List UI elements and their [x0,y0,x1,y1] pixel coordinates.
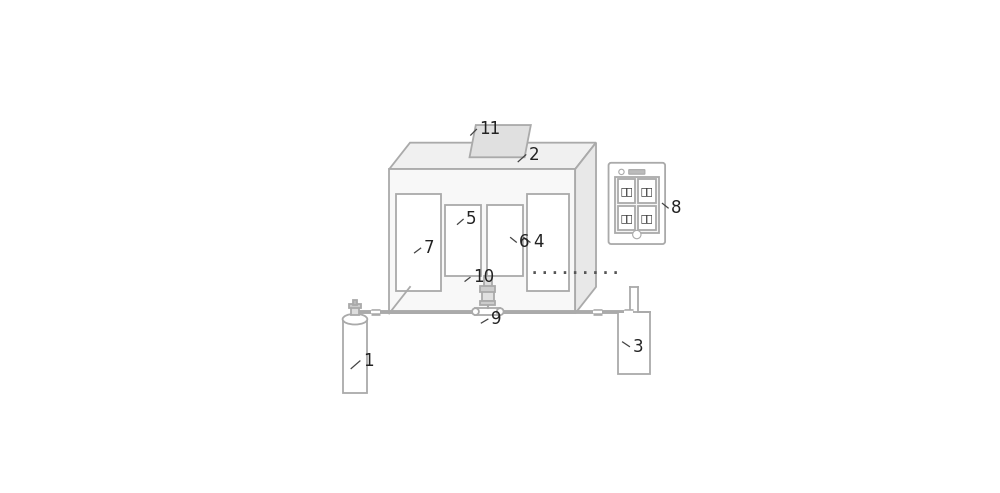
FancyBboxPatch shape [618,179,635,204]
FancyBboxPatch shape [609,163,665,244]
FancyBboxPatch shape [480,301,495,305]
Text: 8: 8 [671,199,682,217]
FancyBboxPatch shape [445,205,481,276]
Text: 11: 11 [479,120,501,139]
FancyBboxPatch shape [353,300,357,305]
FancyBboxPatch shape [638,206,656,230]
Text: 7: 7 [424,239,434,257]
FancyBboxPatch shape [487,205,523,276]
FancyBboxPatch shape [396,194,441,291]
FancyBboxPatch shape [351,307,359,316]
Text: 1: 1 [363,352,374,370]
Text: 报警: 报警 [620,213,633,223]
Polygon shape [470,125,531,157]
Text: 4: 4 [533,233,543,251]
FancyBboxPatch shape [638,179,656,204]
Text: 10: 10 [473,268,494,286]
FancyBboxPatch shape [480,286,495,292]
FancyBboxPatch shape [389,169,575,314]
FancyBboxPatch shape [482,291,494,301]
FancyBboxPatch shape [484,276,492,287]
Polygon shape [389,142,596,169]
FancyBboxPatch shape [343,319,367,393]
Text: 开关: 开关 [641,213,653,223]
Text: 5: 5 [466,211,477,228]
FancyBboxPatch shape [527,194,569,291]
Text: 6: 6 [519,233,530,251]
FancyBboxPatch shape [615,177,659,233]
FancyBboxPatch shape [629,170,645,174]
FancyBboxPatch shape [618,312,650,374]
Circle shape [619,169,624,175]
Text: 9: 9 [491,310,501,328]
FancyBboxPatch shape [475,308,500,315]
FancyBboxPatch shape [349,304,361,308]
Polygon shape [575,142,596,314]
Text: 2: 2 [529,146,539,164]
Text: . . . . . . . . .: . . . . . . . . . [532,263,618,277]
Text: 定时: 定时 [641,186,653,196]
Text: 3: 3 [632,338,643,355]
Text: 开关: 开关 [620,186,633,196]
Circle shape [472,308,479,315]
FancyBboxPatch shape [618,206,635,230]
Circle shape [633,230,641,239]
Circle shape [497,308,504,315]
Ellipse shape [343,314,367,324]
